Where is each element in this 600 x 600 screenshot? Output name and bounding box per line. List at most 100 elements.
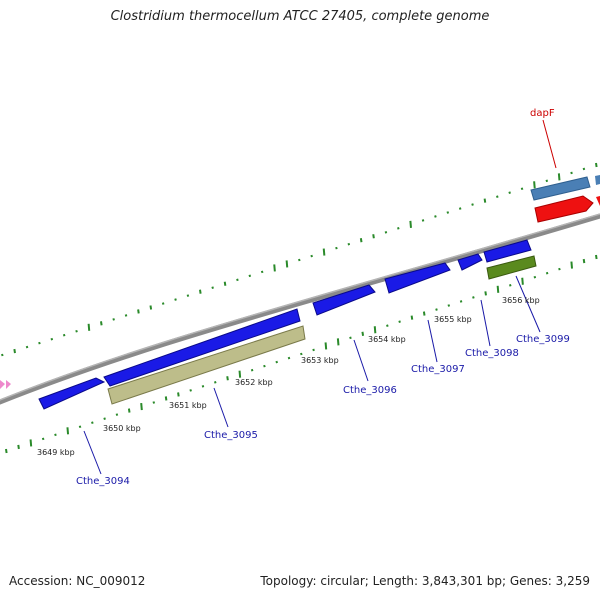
genome-backbone [0, 213, 600, 405]
scale-label: 3649 kbp [37, 448, 75, 457]
gc-skew-tick [410, 315, 414, 320]
map-title: Clostridium thermocellum ATCC 27405, com… [110, 9, 490, 24]
gene-label[interactable]: Cthe_3094 [76, 476, 130, 487]
gc-skew-tick [1, 353, 4, 357]
gc-skew-tick [54, 433, 57, 437]
gc-skew-tick [435, 308, 438, 311]
gc-skew-tick [397, 227, 400, 230]
gene-label[interactable]: Cthe_3095 [204, 430, 258, 441]
gc-skew-tick [496, 195, 499, 198]
gc-skew-tick [124, 314, 128, 317]
feature-label-dapF[interactable]: dapF [530, 108, 555, 119]
gc-skew-tick [509, 284, 512, 287]
gc-skew-tick [484, 291, 487, 296]
accession-text: Accession: NC_009012 [9, 574, 146, 588]
gc-skew-tick [335, 246, 338, 250]
gc-skew-tick [447, 304, 451, 307]
gc-skew-tick [359, 238, 363, 243]
gc-skew-tick [422, 311, 426, 316]
gene-cthe-3094b[interactable] [103, 308, 301, 387]
gc-skew-tick [223, 281, 227, 286]
gc-skew-tick [260, 270, 264, 274]
gc-skew-tick [275, 360, 278, 364]
gc-skew-tick [62, 333, 66, 337]
gc-skew-tick [29, 439, 33, 447]
feature-marker-pink [0, 380, 5, 389]
gc-skew-tick [75, 329, 78, 333]
gene-cthe-3098[interactable] [457, 253, 483, 271]
gc-skew-tick [50, 337, 54, 341]
gene-label[interactable]: Cthe_3099 [516, 334, 570, 345]
gc-skew-tick [533, 275, 537, 279]
gc-skew-tick [152, 401, 156, 404]
gc-skew-tick [112, 318, 115, 321]
gc-skew-track-inner [5, 254, 598, 454]
gc-skew-tick [384, 231, 388, 234]
genome-summary: Topology: circular; Length: 3,843,301 bp… [260, 574, 590, 588]
gc-skew-tick [361, 331, 365, 336]
gc-skew-tick [149, 305, 153, 310]
gc-skew-tick [285, 260, 289, 268]
gc-skew-tick [273, 264, 276, 272]
gc-skew-tick [127, 408, 131, 413]
gc-skew-tick [25, 345, 29, 349]
gc-skew-tick [545, 179, 549, 183]
gc-skew-tick [398, 320, 401, 323]
gc-skew-tick [372, 234, 375, 239]
scale-label: 3652 kbp [235, 378, 273, 387]
gc-skew-tick [66, 427, 70, 435]
scale-label: 3650 kbp [103, 424, 141, 433]
gc-skew-tick [459, 300, 463, 303]
gene-cthe-3099a[interactable] [483, 239, 532, 263]
callout-cthe-3099 [515, 275, 541, 333]
gc-skew-tick [17, 444, 20, 450]
gc-skew-tick [238, 370, 242, 378]
gene-cthe-3094[interactable] [38, 377, 106, 410]
gc-skew-tick [520, 187, 524, 191]
gc-skew-tick [570, 261, 574, 269]
gene-red-arrow[interactable] [534, 195, 594, 223]
gc-skew-tick [434, 215, 437, 218]
gc-skew-tick [177, 392, 180, 397]
gc-skew-tick [189, 389, 192, 392]
gene-partial-bar[interactable] [595, 175, 600, 185]
gc-skew-tick [373, 326, 377, 334]
callout-cthe-3096 [353, 339, 369, 382]
feature-marker-pink-2 [6, 380, 11, 389]
callout-dapF [542, 119, 557, 169]
gene-red-arrow-2[interactable] [596, 196, 600, 206]
gc-skew-track-outer [1, 162, 598, 357]
gc-skew-tick [533, 181, 536, 189]
gc-skew-tick [41, 437, 45, 441]
gc-skew-tick [137, 309, 140, 314]
gc-skew-tick [186, 294, 190, 297]
gene-cthe-3096[interactable] [312, 284, 376, 316]
gene-label[interactable]: Cthe_3098 [465, 348, 519, 359]
scale-label: 3651 kbp [169, 401, 207, 410]
gc-skew-tick [211, 286, 214, 289]
gc-skew-tick [78, 425, 82, 429]
gene-dapF-bar[interactable] [530, 176, 591, 201]
gc-skew-tick [521, 277, 524, 285]
gene-label[interactable]: Cthe_3096 [343, 385, 397, 396]
gc-skew-tick [115, 413, 119, 416]
gc-skew-tick [103, 417, 106, 420]
gene-label[interactable]: Cthe_3097 [411, 364, 465, 375]
gc-skew-tick [226, 376, 229, 381]
gc-skew-tick [582, 167, 586, 171]
gc-skew-tick [471, 203, 474, 206]
gc-skew-tick [558, 267, 561, 271]
gc-skew-tick [201, 385, 205, 388]
gc-skew-tick [87, 323, 91, 331]
gc-skew-tick [508, 191, 511, 194]
scale-label: 3654 kbp [368, 335, 406, 344]
gene-cthe-3095[interactable] [107, 325, 306, 405]
gc-skew-tick [287, 356, 291, 360]
gene-cthe-3097[interactable] [384, 262, 451, 294]
gc-skew-tick [140, 402, 143, 411]
gc-skew-tick [312, 348, 315, 352]
scale-label: 3656 kbp [502, 296, 540, 305]
gc-skew-tick [164, 396, 168, 401]
gene-cthe-3099[interactable] [486, 255, 537, 280]
gc-skew-tick [100, 321, 103, 326]
